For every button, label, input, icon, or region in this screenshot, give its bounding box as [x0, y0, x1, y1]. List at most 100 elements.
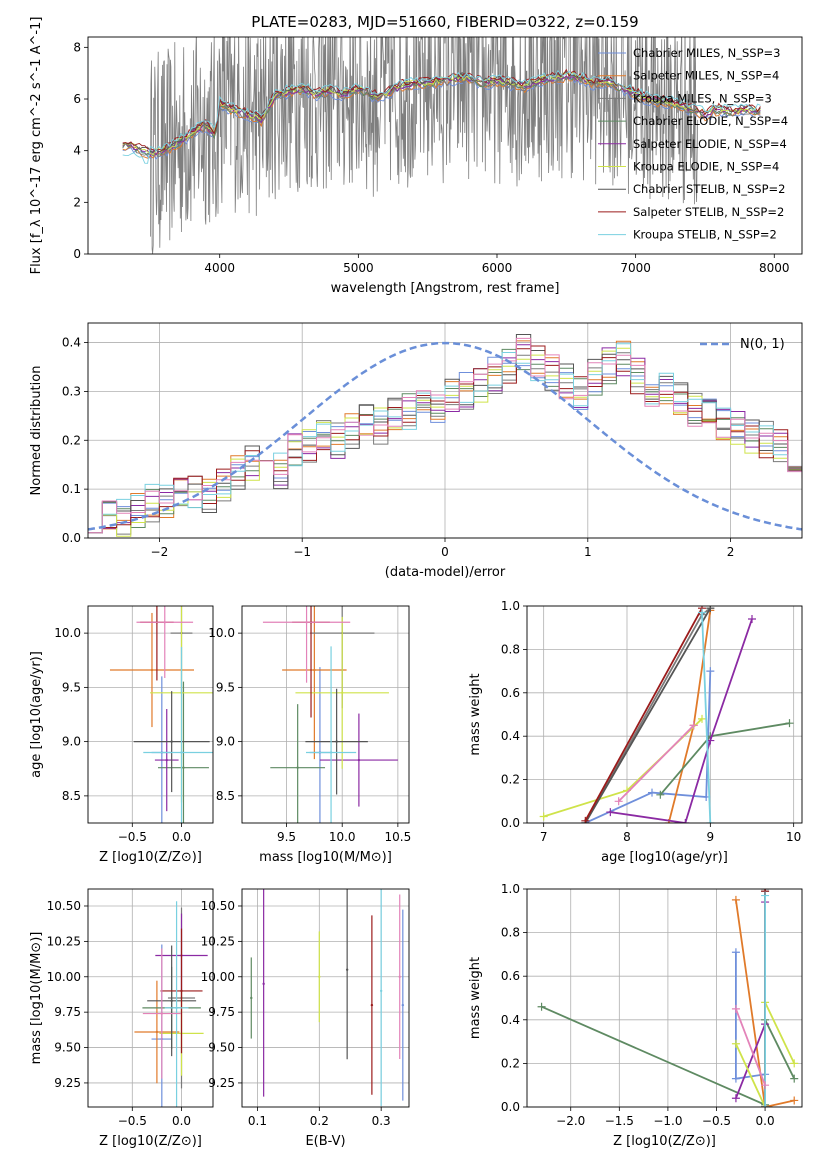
- x-tick-label: 4000: [204, 261, 235, 275]
- legend-entry: Salpeter STELIB, N_SSP=2: [633, 205, 784, 219]
- panel-5: 7 8 9 10 0.0 0.2 0.4 0.6 0.8 1.0 age [log10(age/yr…: [468, 599, 803, 865]
- x-tick-label: −1.5: [605, 1114, 634, 1128]
- x-axis-label: Z [log10(Z/Z⊙)]: [99, 850, 202, 865]
- histogram-bin: [745, 435, 759, 538]
- histogram-bin: [217, 484, 231, 538]
- y-tick-label: 10.0: [54, 626, 81, 640]
- plus-marker: [648, 788, 656, 797]
- data-point: [180, 989, 183, 993]
- x-tick-label: 0.2: [310, 1114, 329, 1128]
- y-tick-label: 10.50: [47, 899, 81, 913]
- x-tick-label: 9: [707, 830, 715, 844]
- mass-weight-series-10: [735, 1008, 766, 1086]
- data-point: [250, 996, 253, 1000]
- y-tick-label: 0.0: [62, 531, 81, 545]
- y-tick-label: 0.8: [501, 642, 520, 656]
- plus-marker: [731, 1094, 740, 1103]
- histogram-bin: [459, 391, 473, 538]
- histogram-bin: [731, 431, 745, 539]
- y-tick-label: 0.4: [62, 336, 81, 350]
- histogram-bin: [388, 416, 402, 538]
- plus-marker: [698, 714, 706, 723]
- plot-area: [109, 606, 213, 823]
- axes-frame: [87, 888, 214, 1108]
- y-tick-label: 0.4: [501, 729, 520, 743]
- data-point: [180, 751, 183, 754]
- model-spectrum-8: [122, 68, 761, 151]
- y-tick-label: 9.75: [54, 1005, 81, 1019]
- x-axis-label: wavelength [Angstrom, rest frame]: [331, 281, 560, 296]
- y-tick-label: 10.25: [201, 934, 235, 948]
- y-tick-label: 9.50: [208, 1041, 235, 1055]
- plot-area: [537, 889, 799, 1107]
- y-tick-label: 0.6: [501, 686, 520, 700]
- plus-marker: [731, 895, 740, 904]
- plus-marker: [706, 606, 715, 613]
- chart-title: PLATE=0283, MJD=51660, FIBERID=0322, z=0…: [251, 13, 638, 31]
- y-tick-label: 0.0: [501, 816, 520, 830]
- x-tick-label: 0.0: [172, 1114, 191, 1128]
- legend-entry: Salpeter MILES, N_SSP=4: [633, 69, 779, 83]
- plus-marker: [731, 1004, 740, 1013]
- x-tick-label: −0.5: [702, 1114, 731, 1128]
- legend-entry: Chabrier MILES, N_SSP=3: [633, 46, 780, 60]
- model-spectrum-3: [122, 75, 761, 158]
- panel-7: 0.1 0.2 0.3 9.25 9.50 9.75 10.00 10.25 10.50 E(B-…: [201, 888, 410, 1149]
- legend-entry: Salpeter ELODIE, N_SSP=4: [633, 137, 787, 151]
- axes-frame: [87, 322, 803, 539]
- histogram-bin: [645, 391, 659, 538]
- y-axis-label: mass [log10(M/M⊙)]: [29, 932, 44, 1065]
- model-spectrum-7: [122, 71, 761, 153]
- plus-marker: [537, 1002, 546, 1011]
- x-tick-label: 9.5: [277, 830, 296, 844]
- plot-area: [122, 37, 761, 254]
- mass-weight-series-5: [610, 618, 753, 823]
- y-tick-label: 9.5: [216, 680, 235, 694]
- y-tick-label: 10.00: [201, 970, 235, 984]
- histogram-bin: [359, 421, 373, 538]
- histogram-step-5: [88, 344, 802, 534]
- histogram-bin: [602, 367, 616, 538]
- y-tick-label: 0.2: [62, 433, 81, 447]
- plot-area: [134, 901, 208, 1107]
- y-tick-label: 9.5: [62, 680, 81, 694]
- data-point: [182, 766, 185, 769]
- histogram-step-7: [88, 334, 802, 534]
- legend-entry: Kroupa STELIB, N_SSP=2: [633, 228, 777, 242]
- axes-frame: [526, 888, 803, 1108]
- data-point: [313, 668, 316, 672]
- mass-weight-series-1: [584, 671, 712, 823]
- panel-1: 4000 5000 6000 7000 8000 0 2 4 6 8 PLATE=0283, MJD…: [29, 13, 803, 296]
- y-tick-label: 0.3: [62, 384, 81, 398]
- x-tick-label: −0.5: [118, 1114, 147, 1128]
- x-axis-label: mass [log10(M/M⊙)]: [259, 850, 392, 865]
- y-tick-label: 10.0: [208, 626, 235, 640]
- histogram-bin: [316, 435, 330, 538]
- plus-marker: [706, 667, 715, 676]
- histogram-bin: [402, 411, 416, 538]
- mass-weight-series-8: [584, 607, 703, 822]
- plot-area: [250, 889, 405, 1107]
- data-point: [296, 766, 299, 769]
- histogram-step-6: [88, 347, 802, 537]
- x-tick-label: −1: [293, 545, 311, 559]
- y-axis-label: Flux [f_λ 10^-17 erg cm^-2 s^-1 A^-1]: [29, 17, 44, 275]
- axes-frame: [526, 605, 803, 824]
- data-point: [357, 758, 361, 762]
- plus-marker: [748, 615, 756, 624]
- plot-area: [539, 606, 794, 823]
- axes-frame: [87, 605, 214, 824]
- x-tick-label: 0.3: [372, 1114, 391, 1128]
- x-tick-label: 10.5: [385, 830, 412, 844]
- y-tick-label: 0.4: [501, 1013, 520, 1027]
- legend-entry: Chabrier ELODIE, N_SSP=4: [633, 114, 788, 128]
- histogram-bin: [274, 470, 288, 538]
- data-point: [318, 975, 321, 978]
- x-tick-label: −0.5: [118, 830, 147, 844]
- data-point: [401, 1003, 405, 1007]
- y-tick-label: 9.0: [216, 735, 235, 749]
- plus-marker: [706, 819, 715, 823]
- x-tick-label: 10.0: [329, 830, 356, 844]
- y-tick-label: 0: [73, 247, 81, 261]
- histogram-bin: [545, 372, 559, 538]
